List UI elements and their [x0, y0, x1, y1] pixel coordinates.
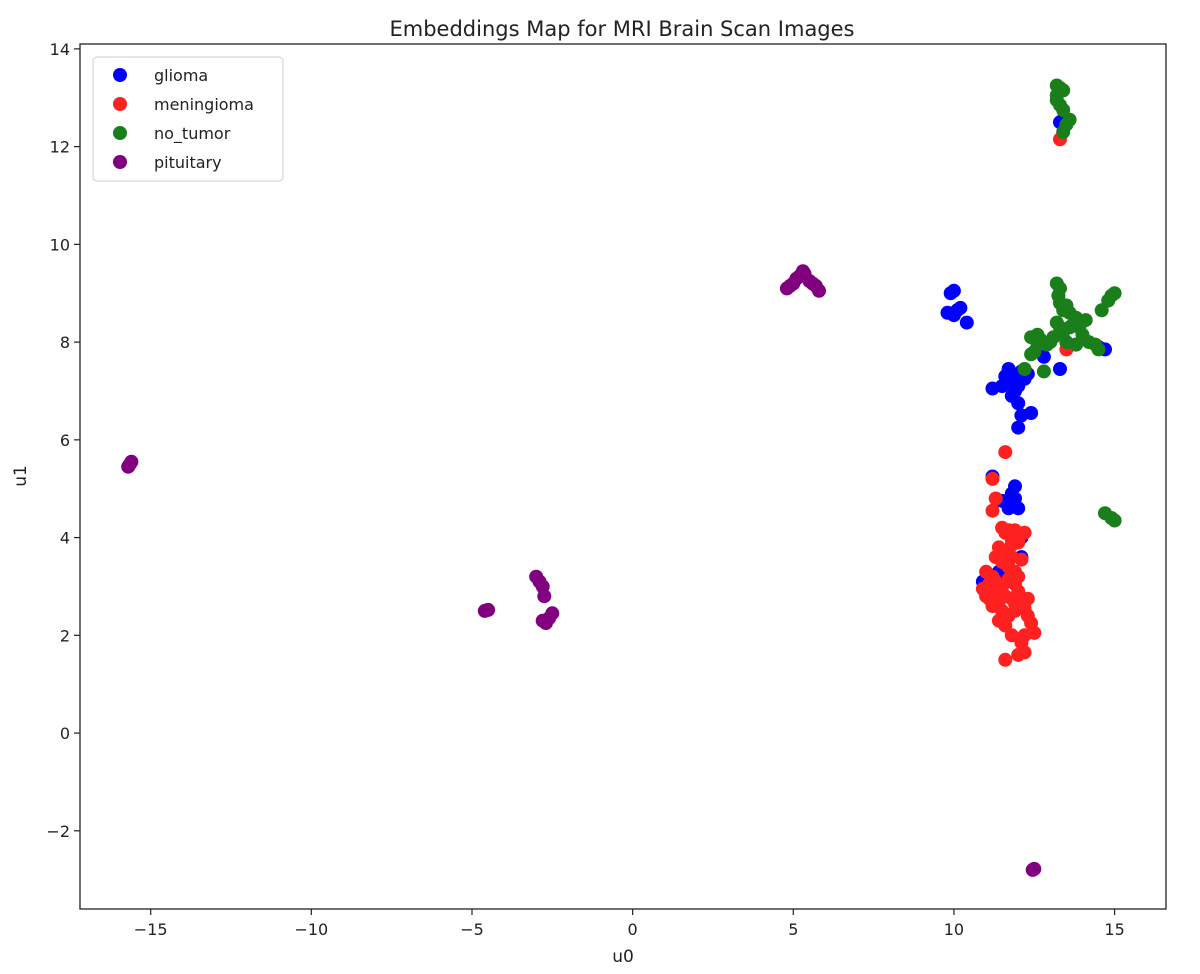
data-point	[950, 303, 965, 318]
data-point	[1008, 596, 1022, 611]
data-point	[1027, 861, 1042, 876]
legend-marker	[113, 68, 127, 82]
y-tick-label: 6	[60, 431, 70, 450]
legend-label: meningioma	[154, 95, 254, 114]
data-point	[1011, 569, 1026, 584]
data-point	[1024, 347, 1039, 362]
data-point	[1024, 406, 1039, 420]
data-point	[1107, 286, 1122, 301]
legend-item-glioma: glioma	[113, 66, 208, 85]
data-point	[988, 550, 1003, 565]
x-tick-label: −5	[460, 920, 484, 939]
data-point	[1017, 645, 1032, 660]
points-layer	[121, 78, 1122, 877]
y-tick-label: 4	[60, 529, 70, 548]
legend-box	[92, 56, 284, 182]
y-tick-label: 8	[60, 333, 70, 352]
y-tick-label: −2	[46, 822, 70, 841]
data-point	[1011, 420, 1026, 435]
data-point	[985, 503, 1000, 518]
y-tick-label: 10	[50, 235, 70, 254]
data-point	[991, 613, 1006, 628]
data-point	[1008, 491, 1022, 506]
legend-item-meningioma: meningioma	[113, 95, 254, 114]
y-tick-label: 12	[50, 138, 70, 157]
x-tick-label: −10	[294, 920, 328, 939]
legend: glioma meningioma no_tumor pituitary	[92, 56, 284, 182]
data-point	[1107, 513, 1122, 528]
data-point	[1004, 537, 1019, 552]
legend-label: pituitary	[154, 153, 222, 172]
data-point	[988, 574, 1003, 589]
data-point	[1030, 327, 1045, 342]
data-point	[1091, 342, 1106, 357]
data-point	[812, 283, 826, 298]
legend-label: glioma	[154, 66, 208, 85]
y-tick-label: 14	[50, 40, 70, 59]
data-point	[1056, 125, 1071, 139]
data-point	[1008, 479, 1022, 494]
data-point	[1062, 320, 1077, 335]
legend-item-no-tumor: no_tumor	[113, 124, 231, 144]
legend-marker	[113, 126, 127, 140]
data-point	[998, 445, 1013, 460]
data-point	[946, 283, 961, 298]
chart-title: Embeddings Map for MRI Brain Scan Images	[389, 17, 854, 41]
data-point	[982, 591, 997, 606]
x-tick-label: 15	[1104, 920, 1124, 939]
data-point	[1008, 369, 1022, 384]
data-point	[985, 471, 1000, 486]
series-meningioma	[975, 132, 1074, 667]
legend-label: no_tumor	[154, 124, 231, 144]
legend-item-pituitary: pituitary	[113, 153, 222, 172]
data-point	[537, 589, 552, 604]
x-axis-label: u0	[612, 947, 634, 967]
y-axis-label: u1	[11, 465, 31, 487]
data-point	[1017, 362, 1032, 376]
legend-marker	[113, 155, 127, 169]
x-axis-ticks: −15 −10 −5 0 5 10 15	[134, 909, 1125, 939]
data-point	[1053, 362, 1067, 376]
x-tick-label: 0	[628, 920, 638, 939]
x-tick-label: −15	[134, 920, 168, 939]
data-point	[988, 491, 1003, 506]
series-no-tumor	[1017, 78, 1122, 528]
data-point	[1036, 364, 1051, 379]
data-point	[481, 602, 496, 617]
data-point	[1069, 337, 1083, 352]
data-point	[122, 457, 137, 472]
y-tick-label: 2	[60, 626, 70, 645]
series-pituitary	[121, 264, 1042, 877]
data-point	[959, 315, 974, 330]
data-point	[1020, 591, 1035, 606]
x-tick-label: 5	[788, 920, 798, 939]
data-point	[998, 652, 1013, 667]
data-point	[1014, 552, 1029, 567]
plot-area-frame	[79, 43, 1167, 910]
x-tick-label: 10	[944, 920, 964, 939]
data-point	[545, 606, 560, 621]
y-tick-label: 0	[60, 724, 70, 743]
data-point	[1078, 313, 1093, 328]
legend-marker	[113, 97, 127, 111]
y-axis-ticks: −2 0 2 4 6 8 10 12 14	[46, 40, 80, 841]
data-point	[1011, 396, 1026, 411]
